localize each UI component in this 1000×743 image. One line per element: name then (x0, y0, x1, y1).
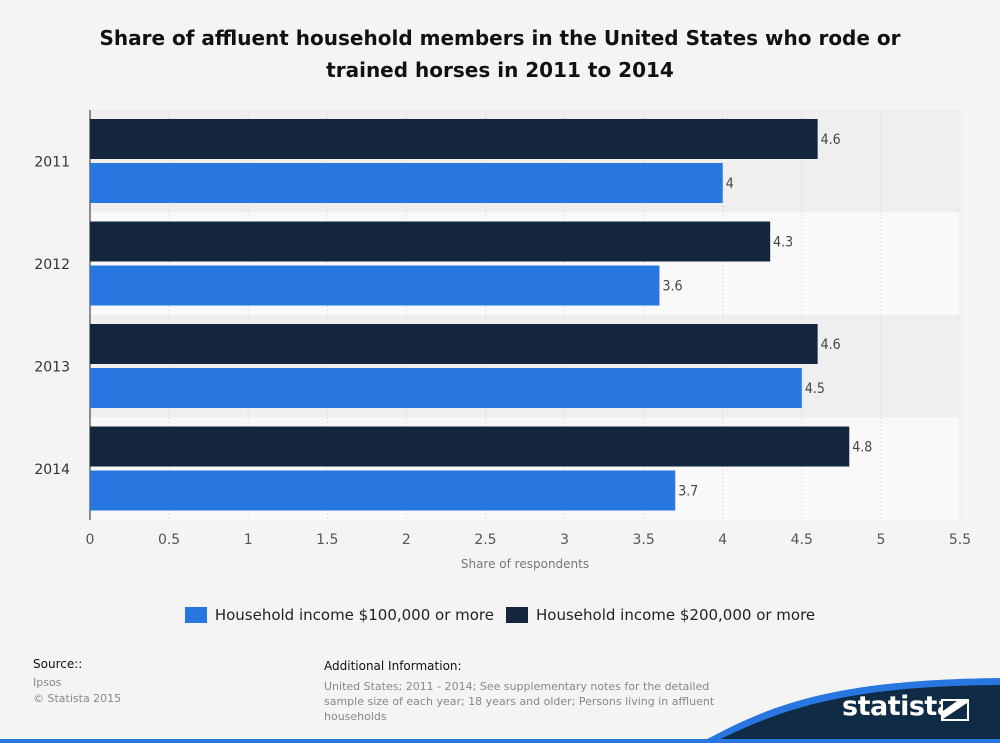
x-tick-label: 3 (560, 532, 569, 548)
value-label: 4.6 (821, 337, 841, 353)
category-label: 2011 (34, 154, 70, 170)
source-heading: Source:: (33, 657, 83, 671)
bar (90, 265, 660, 306)
legend: Household income $100,000 or more Househ… (0, 606, 1000, 624)
legend-item-100k[interactable]: Household income $100,000 or more (184, 606, 494, 624)
x-tick-label: 5.5 (949, 532, 971, 548)
value-label: 4.8 (852, 440, 872, 456)
bar (90, 426, 850, 467)
x-tick-label: 1 (244, 532, 253, 548)
value-label: 4 (726, 176, 734, 192)
category-label: 2013 (34, 359, 70, 375)
x-tick-label: 4.5 (791, 532, 813, 548)
x-tick-label: 3.5 (633, 532, 655, 548)
x-tick-label: 2 (402, 532, 411, 548)
category-label: 2012 (34, 257, 70, 273)
statista-logo-icon (941, 699, 969, 721)
x-tick-label: 4 (718, 532, 727, 548)
bar (90, 368, 802, 408)
additional-info-heading: Additional Information: (324, 659, 462, 673)
x-axis-label: Share of respondents (461, 557, 589, 571)
bar (90, 221, 771, 262)
x-tick-label: 2.5 (474, 532, 496, 548)
legend-item-200k[interactable]: Household income $200,000 or more (506, 606, 815, 624)
value-label: 4.3 (773, 235, 793, 251)
x-tick-label: 0 (86, 532, 95, 548)
value-label: 4.5 (805, 381, 825, 397)
bar-chart: 0 0.5 1 1.5 2 2.5 3 3.5 4 4.5 5 5.5 2011 4.6 4 2012 4.3 3… (34, 110, 971, 571)
bar (90, 324, 818, 364)
x-tick-label: 1.5 (316, 532, 338, 548)
additional-info-block: Additional Information: United States; 2… (324, 659, 724, 724)
bar (90, 119, 818, 159)
bar (90, 163, 723, 203)
source-block: Source:: Ipsos © Statista 2015 (33, 657, 121, 707)
category-label: 2014 (34, 462, 70, 478)
value-label: 3.7 (678, 484, 698, 500)
chart-title: Share of affluent household members in t… (99, 26, 901, 82)
x-tick-label: 5 (876, 532, 885, 548)
legend-swatch-200k (506, 607, 528, 623)
brand-band (0, 678, 1000, 743)
x-tick-label: 0.5 (158, 532, 180, 548)
value-label: 3.6 (662, 279, 682, 295)
legend-swatch-100k (184, 607, 207, 623)
legend-label-200k: Household income $200,000 or more (536, 606, 816, 624)
legend-label-100k: Household income $100,000 or more (214, 606, 494, 624)
bar (90, 470, 676, 511)
copyright: © Statista 2015 (33, 692, 122, 705)
source-name[interactable]: Ipsos (33, 676, 62, 689)
statista-logo[interactable]: statista (842, 691, 955, 722)
value-label: 4.6 (821, 132, 841, 148)
additional-info-text: United States; 2011 - 2014; See suppleme… (324, 680, 715, 723)
